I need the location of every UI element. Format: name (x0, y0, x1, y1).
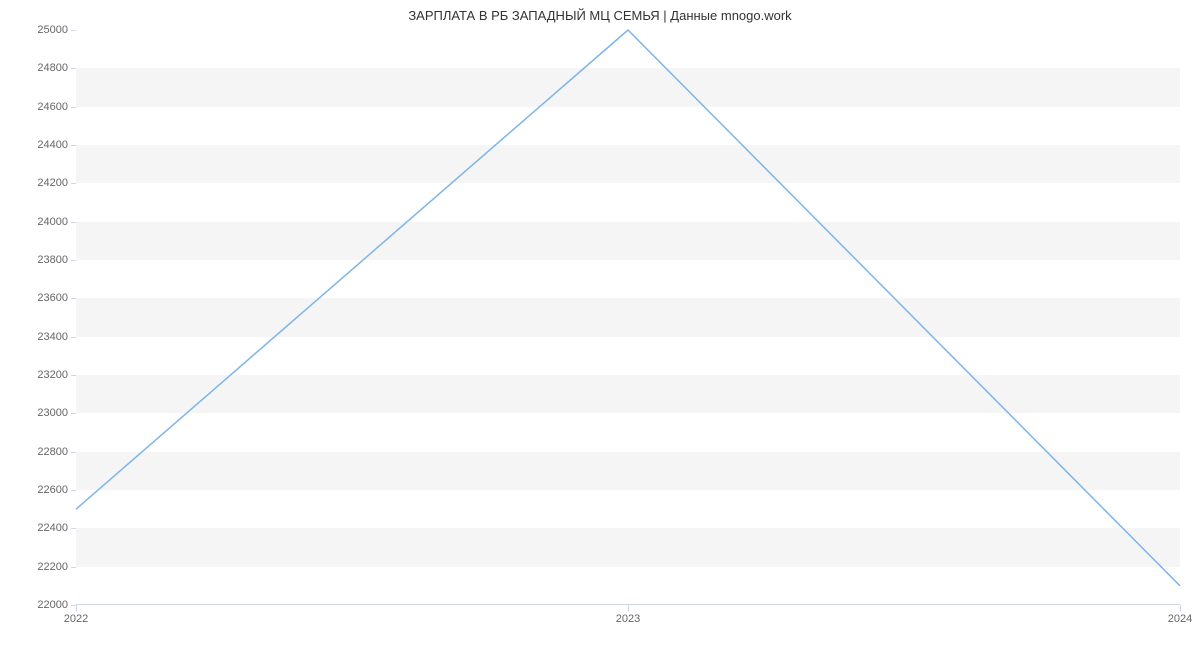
y-tick-label: 25000 (37, 24, 68, 36)
y-tick-label: 22400 (37, 522, 68, 534)
y-tickmark (71, 183, 76, 184)
y-tick-label: 23800 (37, 254, 68, 266)
x-tickmark (1180, 605, 1181, 611)
x-tick-label: 2022 (64, 613, 88, 625)
y-tick-label: 22600 (37, 484, 68, 496)
series-line-salary (76, 30, 1180, 586)
y-tickmark (71, 452, 76, 453)
line-layer (76, 30, 1180, 605)
x-tickmark (76, 605, 77, 611)
y-tick-label: 22200 (37, 561, 68, 573)
chart-title: ЗАРПЛАТА В РБ ЗАПАДНЫЙ МЦ СЕМЬЯ | Данные… (0, 8, 1200, 23)
y-tickmark (71, 528, 76, 529)
y-tick-label: 24400 (37, 139, 68, 151)
y-tick-label: 23600 (37, 292, 68, 304)
y-tick-label: 24200 (37, 177, 68, 189)
y-tick-label: 22800 (37, 446, 68, 458)
plot-area: 2200022200224002260022800230002320023400… (76, 30, 1180, 605)
x-tick-label: 2024 (1168, 613, 1192, 625)
x-tick-label: 2023 (616, 613, 640, 625)
salary-chart: ЗАРПЛАТА В РБ ЗАПАДНЫЙ МЦ СЕМЬЯ | Данные… (0, 0, 1200, 650)
y-tick-label: 23000 (37, 407, 68, 419)
y-tickmark (71, 375, 76, 376)
y-tick-label: 24600 (37, 101, 68, 113)
y-tickmark (71, 337, 76, 338)
y-tick-label: 23200 (37, 369, 68, 381)
y-tickmark (71, 68, 76, 69)
y-tickmark (71, 222, 76, 223)
x-tickmark (628, 605, 629, 611)
y-tickmark (71, 567, 76, 568)
y-tick-label: 23400 (37, 331, 68, 343)
y-tickmark (71, 298, 76, 299)
y-tick-label: 24800 (37, 62, 68, 74)
y-tick-label: 24000 (37, 216, 68, 228)
y-tickmark (71, 107, 76, 108)
y-tick-label: 22000 (37, 599, 68, 611)
y-tickmark (71, 490, 76, 491)
y-tickmark (71, 260, 76, 261)
y-tickmark (71, 413, 76, 414)
y-tickmark (71, 30, 76, 31)
y-tickmark (71, 145, 76, 146)
